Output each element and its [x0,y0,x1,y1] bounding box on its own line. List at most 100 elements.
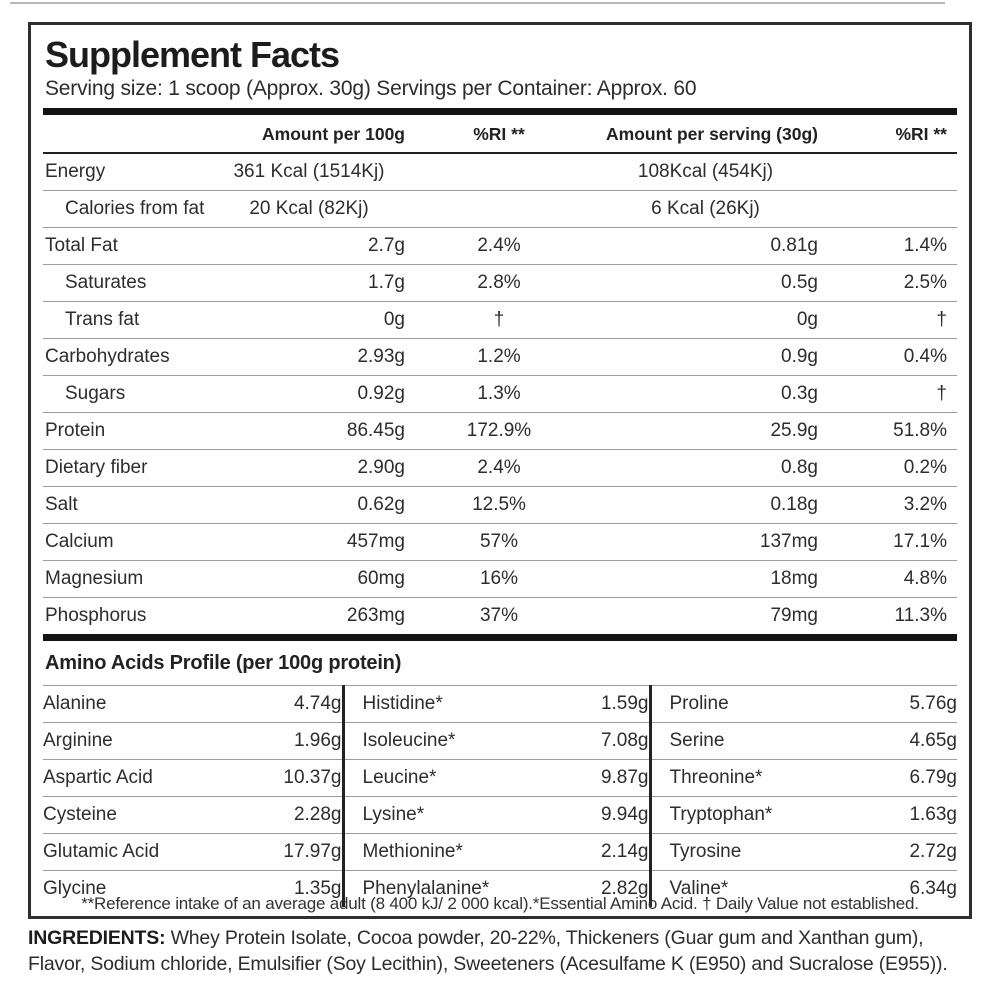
amino-acid-row: Aspartic Acid 10.37g Leucine* 9.87g Threonin… [43,759,957,797]
amount-per-serving: 108Kcal (454Kj) [637,161,774,182]
nutrient-name: Magnesium [43,560,203,598]
amino-acid-value: 2.82g [536,870,650,907]
ri-per-100g: 12.5% [415,486,583,524]
nutrient-name: Calcium [43,523,203,561]
amino-acid-value: 2.28g [231,796,343,834]
nutrient-row: Sugars 0.92g 1.3% 0.3g † [43,375,957,413]
amount-per-serving: 6 Kcal (26Kj) [583,190,828,228]
ingredients-list: Whey Protein Isolate, Cocoa powder, 20-2… [28,927,948,976]
ri-per-serving: 51.8% [828,412,957,450]
ingredients-label: INGREDIENTS: [28,927,166,949]
amount-per-100g: 0.92g [203,375,415,413]
ri-per-serving [828,190,957,228]
amount-per-serving: 0.81g [583,227,828,265]
amino-acid-name: Isoleucine* [341,722,536,760]
amount-per-100g: 2.7g [203,227,415,265]
nutrient-name: Total Fat [43,227,203,265]
reference-intake-footnote: **Reference intake of an average adult (… [81,894,919,913]
nutrient-name: Calories from fat [43,190,204,228]
amino-acid-value: 9.87g [536,759,650,797]
nutrient-name: Phosphorus [43,597,203,634]
amino-acid-value: 1.96g [231,722,343,760]
nutrient-name: Sugars [43,375,203,413]
amino-acid-name: Histidine* [341,685,536,723]
amino-acid-value: 4.65g [846,722,957,760]
amino-acid-value: 4.74g [231,685,343,723]
amount-per-serving: 0.3g [583,375,828,413]
supplement-facts-panel: Supplement Facts Serving size: 1 scoop (… [28,22,972,919]
amino-acid-name: Phenylalanine* [341,870,536,907]
nutrient-name: Carbohydrates [43,338,203,376]
amino-acid-name: Proline [648,685,846,723]
nutrition-table: Amount per 100g %RI ** Amount per servin… [43,115,957,634]
amino-acid-name: Glutamic Acid [43,833,231,871]
nutrient-row: Calories from fat 20 Kcal (82Kj) 6 Kcal (2… [43,190,957,228]
ri-per-100g: † [415,301,583,339]
ri-per-serving: 4.8% [828,560,957,598]
amino-acid-name: Cysteine [43,796,231,834]
ri-per-100g: 1.3% [415,375,583,413]
amount-per-100g: 2.90g [203,449,415,487]
amount-per-100g: 86.45g [203,412,415,450]
nutrition-header-row: Amount per 100g %RI ** Amount per servin… [43,115,957,154]
amount-per-serving: 0.18g [583,486,828,524]
amino-acid-value: 10.37g [231,759,343,797]
amino-acid-value: 1.35g [231,870,343,907]
ingredients-paragraph: INGREDIENTS: Whey Protein Isolate, Cocoa… [28,925,973,978]
ri-per-serving: 1.4% [828,227,957,265]
amino-acid-row: Alanine 4.74g Histidine* 1.59g Proline 5.76g [43,685,957,723]
amount-per-serving: 25.9g [583,412,828,450]
ri-per-100g: 1.2% [415,338,583,376]
ri-per-100g [415,153,583,191]
amino-acid-row: Glutamic Acid 17.97g Methionine* 2.14g Tyros… [43,833,957,871]
amount-per-100g: 0g [203,301,415,339]
col-header-ri-100g: %RI ** [415,115,583,154]
nutrient-row: Carbohydrates 2.93g 1.2% 0.9g 0.4% [43,338,957,376]
amino-acid-value: 2.14g [536,833,650,871]
nutrient-row: Total Fat 2.7g 2.4% 0.81g 1.4% [43,227,957,265]
amino-acid-value: 1.63g [846,796,957,834]
ri-per-serving: 0.4% [828,338,957,376]
ri-per-100g: 16% [415,560,583,598]
amino-acid-value: 6.34g [846,870,957,907]
amount-per-serving: 137mg [583,523,828,561]
amount-per-100g: 20 Kcal (82Kj) [203,190,415,228]
col-header-ri-serving: %RI ** [828,115,957,154]
nutrient-row: Dietary fiber 2.90g 2.4% 0.8g 0.2% [43,449,957,487]
ri-per-100g: 57% [415,523,583,561]
col-header-amount-100g: Amount per 100g [203,115,415,154]
amount-per-serving: 0.5g [583,264,828,302]
amino-acid-name: Arginine [43,722,231,760]
amount-per-serving: 18mg [583,560,828,598]
amino-acid-value: 17.97g [231,833,343,871]
amount-per-100g: 1.7g [203,264,415,302]
amino-acid-name: Serine [648,722,846,760]
nutrient-row: Calcium 457mg 57% 137mg 17.1% [43,523,957,561]
ri-per-100g [415,190,583,228]
ri-per-100g: 2.4% [415,227,583,265]
amount-per-serving: 0.8g [583,449,828,487]
nutrient-name: Dietary fiber [43,449,203,487]
ri-per-serving: 3.2% [828,486,957,524]
ri-per-serving: † [828,301,957,339]
ri-per-serving: 11.3% [828,597,957,634]
nutrient-name: Salt [43,486,203,524]
amino-acid-name: Alanine [43,685,231,723]
amino-acid-value: 6.79g [846,759,957,797]
col-header-amount-serving: Amount per serving (30g) [583,115,828,154]
serving-size-info: Serving size: 1 scoop (Approx. 30g) Serv… [45,77,697,100]
amino-acid-name: Tryptophan* [648,796,846,834]
amount-per-100g: 263mg [203,597,415,634]
amount-per-100g: 2.93g [203,338,415,376]
amino-acid-value: 5.76g [846,685,957,723]
ri-per-serving [828,153,957,191]
amount-per-serving: 79mg [583,597,828,634]
amino-acids-table: Alanine 4.74g Histidine* 1.59g Proline 5.76g A… [43,685,957,907]
amount-per-100g: 361 Kcal (1514Kj) [233,161,385,182]
nutrient-row: Magnesium 60mg 16% 18mg 4.8% [43,560,957,598]
nutrient-row: Salt 0.62g 12.5% 0.18g 3.2% [43,486,957,524]
panel-title: Supplement Facts [45,34,340,75]
amount-per-serving: 0g [583,301,828,339]
amino-acid-name: Valine* [648,870,846,907]
amount-per-serving: 0.9g [583,338,828,376]
